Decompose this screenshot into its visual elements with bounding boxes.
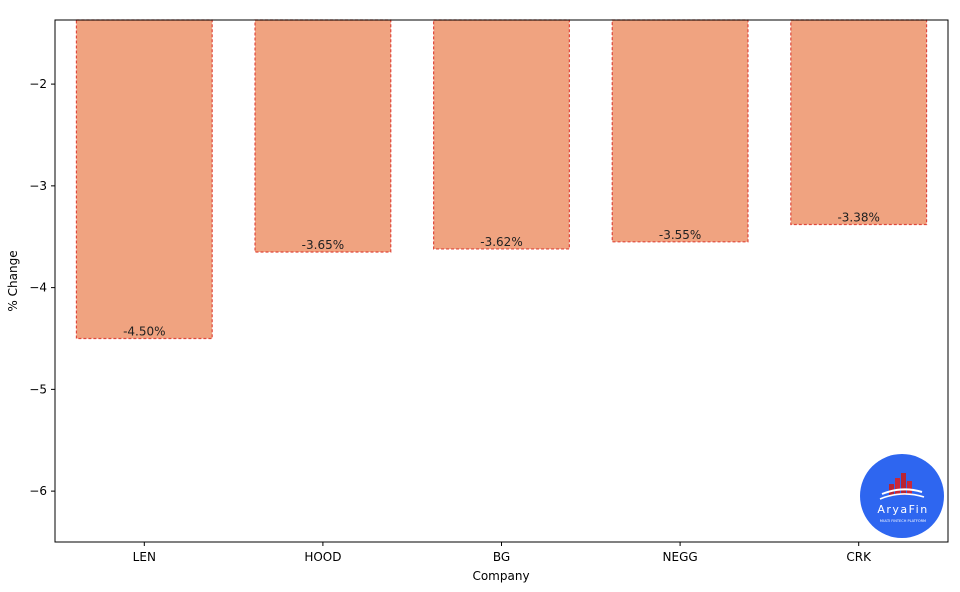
bar-value-label-len: -4.50% <box>123 324 165 338</box>
bar-hood <box>254 19 392 253</box>
bars-layer <box>75 19 928 340</box>
y-tick-label: −5 <box>29 382 47 396</box>
bar-bg <box>433 19 570 250</box>
logo-text: AryaFin <box>877 503 928 516</box>
y-tick-label: −4 <box>29 281 47 295</box>
x-tick-label-crk: CRK <box>846 550 872 564</box>
logo-badge <box>860 454 944 538</box>
aryafin-logo: AryaFin MULTI FINTECH PLATFORM <box>860 454 944 538</box>
x-axis-label: Company <box>472 569 529 583</box>
bar-value-label-crk: -3.38% <box>837 211 879 225</box>
bar-crk <box>790 19 928 226</box>
x-tick-label-len: LEN <box>133 550 156 564</box>
x-tick-label-negg: NEGG <box>663 550 698 564</box>
building-chart-icon <box>879 473 925 500</box>
y-tick-label: −3 <box>29 179 47 193</box>
y-tick-label: −2 <box>29 77 47 91</box>
bar-labels-layer: -4.50% -3.65% -3.62% -3.55% -3.38% <box>123 211 880 339</box>
y-tick-label: −6 <box>29 484 47 498</box>
x-tick-label-bg: BG <box>493 550 510 564</box>
x-axis: LEN HOOD BG NEGG CRK <box>133 542 872 564</box>
bar-negg <box>611 19 749 243</box>
y-axis: −2 −3 −4 −5 −6 <box>29 77 55 498</box>
bar-value-label-hood: -3.65% <box>302 238 344 252</box>
x-tick-label-hood: HOOD <box>304 550 341 564</box>
bar-value-label-bg: -3.62% <box>480 235 522 249</box>
y-axis-label: % Change <box>6 250 20 311</box>
logo-tagline: MULTI FINTECH PLATFORM <box>880 519 926 523</box>
bar-value-label-negg: -3.55% <box>659 228 701 242</box>
bar-len <box>75 19 213 340</box>
